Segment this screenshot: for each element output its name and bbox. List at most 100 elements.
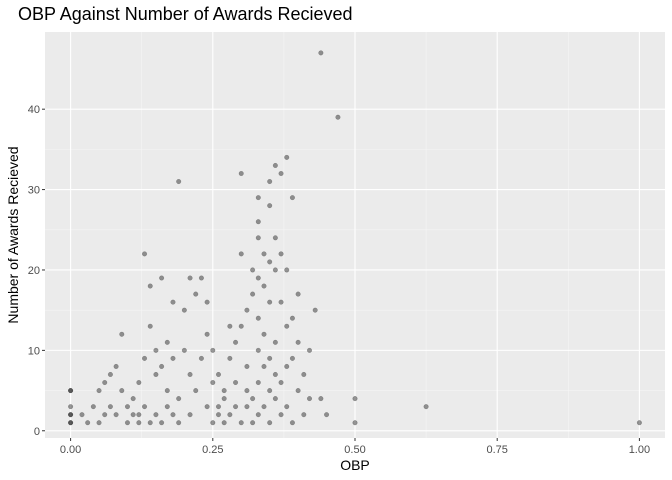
data-point [267,299,273,305]
data-point [272,162,278,168]
data-point [147,283,153,289]
data-point [318,50,324,56]
data-point [272,267,278,273]
data-point [215,412,221,418]
data-point [301,371,307,377]
data-point [255,275,261,281]
data-point [124,420,130,426]
data-point [272,235,278,241]
data-point [255,315,261,321]
data-point [159,363,165,369]
data-point [636,420,642,426]
data-point [79,412,85,418]
data-point [227,355,233,361]
data-point [170,299,176,305]
data-point [227,412,233,418]
data-point [267,355,273,361]
y-tick-label: 10 [28,345,40,357]
data-point [267,203,273,209]
data-point [113,412,119,418]
data-point [215,404,221,410]
data-point [267,259,273,265]
data-point [68,420,74,426]
data-point [130,396,136,402]
data-point [181,307,187,313]
data-point [284,267,290,273]
data-point [284,363,290,369]
data-point [295,388,301,394]
data-point [352,420,358,426]
data-point [238,323,244,329]
data-point [244,307,250,313]
data-point [284,404,290,410]
data-point [204,404,210,410]
data-point [306,347,312,353]
data-point [210,347,216,353]
data-point [318,396,324,402]
data-point [68,412,74,418]
data-point [176,396,182,402]
data-point [90,404,96,410]
data-point [261,363,267,369]
data-point [267,179,273,185]
data-point [181,347,187,353]
data-point [124,404,130,410]
data-point [238,420,244,426]
data-point [68,404,74,410]
data-point [164,339,170,345]
data-point [187,371,193,377]
data-point [159,275,165,281]
data-point [289,355,295,361]
data-point [159,420,165,426]
data-point [210,380,216,386]
y-tick-label: 40 [28,104,40,116]
data-point [102,380,108,386]
data-point [278,170,284,176]
data-point [164,388,170,394]
data-point [335,114,341,120]
y-tick-label: 0 [34,426,40,438]
data-point [119,331,125,337]
data-point [250,420,256,426]
data-point [119,388,125,394]
data-point [324,412,330,418]
data-point [153,412,159,418]
data-point [423,404,429,410]
data-point [261,404,267,410]
data-point [153,347,159,353]
data-point [227,323,233,329]
x-tick-label: 1.00 [629,444,650,456]
data-point [244,363,250,369]
data-point [176,420,182,426]
data-point [164,404,170,410]
data-point [352,396,358,402]
data-point [102,412,108,418]
data-point [250,291,256,297]
data-point [170,412,176,418]
data-point [221,420,227,426]
x-tick-label: 0.25 [202,444,223,456]
data-point [272,396,278,402]
data-point [85,420,91,426]
data-point [170,355,176,361]
x-tick-label: 0.75 [486,444,507,456]
data-point [255,347,261,353]
data-point [261,283,267,289]
y-tick-label: 30 [28,185,40,197]
data-point [198,275,204,281]
data-point [289,195,295,201]
data-point [255,195,261,201]
data-point [238,170,244,176]
data-point [130,412,136,418]
data-point [68,412,74,418]
data-point [284,154,290,160]
data-point [210,420,216,426]
data-point [68,388,74,394]
data-point [96,420,102,426]
data-point [136,412,142,418]
data-point [221,388,227,394]
chart-title: OBP Against Number of Awards Recieved [18,4,353,24]
data-point [289,420,295,426]
data-point [278,412,284,418]
